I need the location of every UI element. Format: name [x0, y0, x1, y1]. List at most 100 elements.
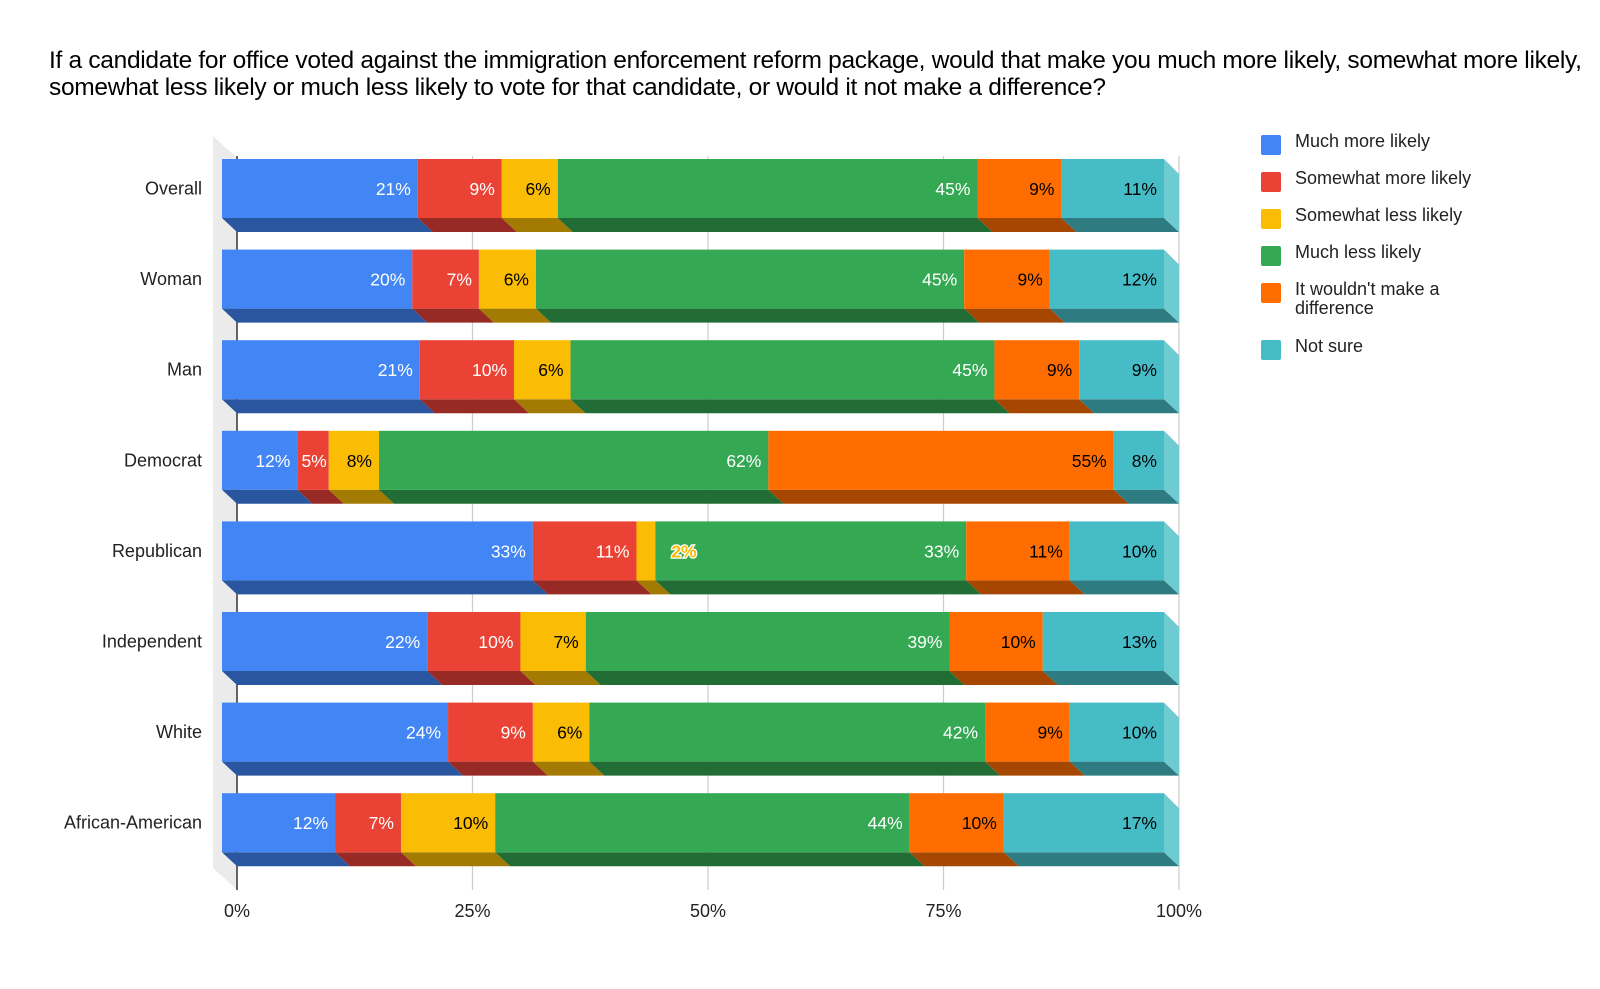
bar-segment[interactable] — [589, 702, 986, 762]
bar-segment-depth — [417, 218, 517, 232]
category-label: Woman — [140, 269, 202, 289]
bar-segment[interactable] — [427, 612, 521, 671]
bar-segment[interactable] — [297, 430, 329, 490]
bar-segment[interactable] — [400, 793, 496, 853]
legend-item[interactable]: Somewhat less likely — [1261, 206, 1515, 243]
bar-segment[interactable] — [419, 340, 515, 400]
data-label: 8% — [347, 451, 372, 471]
bar-segment[interactable] — [1049, 249, 1164, 309]
data-label: 11% — [596, 541, 630, 561]
bar-segment[interactable] — [514, 340, 571, 400]
bar-segment[interactable] — [1069, 702, 1164, 762]
bar-segment[interactable] — [222, 612, 428, 671]
data-label: 10% — [962, 813, 997, 833]
data-label: 33% — [924, 541, 959, 561]
x-tick-label: 100% — [1156, 901, 1202, 921]
bar-segment[interactable] — [536, 249, 965, 309]
legend-item[interactable]: Much less likely — [1261, 243, 1515, 280]
bar-segment-depth — [222, 852, 351, 867]
bar-segment[interactable] — [585, 612, 950, 671]
bar-segment[interactable] — [949, 612, 1043, 671]
bar-segment[interactable] — [478, 249, 536, 309]
bar-segment[interactable] — [1061, 159, 1164, 218]
bar-segment-depth — [1079, 399, 1179, 414]
bar-row: 33% 11% 2% 33% 11% 10% — [222, 521, 1179, 595]
bar-segment[interactable] — [495, 793, 910, 853]
bar-segment-depth — [964, 308, 1065, 323]
bar-segment-depth — [335, 852, 416, 867]
bar-segment-depth — [1069, 580, 1179, 595]
bar-end-cap — [1164, 521, 1179, 595]
legend-item[interactable]: It wouldn't make a difference — [1261, 280, 1515, 337]
data-label: 39% — [907, 632, 942, 652]
bar-segment[interactable] — [222, 793, 336, 853]
bar-segment[interactable] — [1042, 612, 1164, 671]
bar-segment[interactable] — [1079, 340, 1164, 400]
bar-segment-depth — [1069, 761, 1179, 776]
category-label: African-American — [64, 813, 202, 833]
bar-segment[interactable] — [1113, 430, 1164, 490]
data-label: 13% — [1122, 632, 1157, 652]
bar-segment[interactable] — [412, 249, 479, 309]
bar-segment-depth — [1042, 671, 1179, 685]
bar-segment-depth — [297, 489, 344, 504]
data-label: 11% — [1123, 179, 1157, 199]
bar-segment[interactable] — [335, 793, 401, 853]
bar-segment[interactable] — [532, 702, 590, 762]
category-labels: Overall Woman Man Democrat Republican Indepen… — [64, 179, 202, 833]
bar-segment[interactable] — [222, 521, 533, 581]
data-label: 44% — [868, 813, 903, 833]
bar-segment-depth — [585, 671, 965, 685]
bar-segment[interactable] — [417, 159, 502, 218]
legend-item[interactable]: Much more likely — [1261, 132, 1515, 169]
bar-segment[interactable] — [501, 159, 558, 218]
data-label: 10% — [478, 632, 513, 652]
bar-segment[interactable] — [222, 430, 298, 490]
bar-segment[interactable] — [222, 340, 420, 400]
data-label: 9% — [470, 179, 495, 199]
bar-segment[interactable] — [222, 159, 418, 218]
bar-segment[interactable] — [222, 249, 413, 309]
bar-segment-depth — [514, 399, 586, 414]
bar-end-cap — [1164, 612, 1179, 685]
data-label: 45% — [952, 360, 987, 380]
bar-segment-depth — [532, 580, 652, 595]
bar-segment[interactable] — [1069, 521, 1164, 581]
bar-segment[interactable] — [448, 702, 533, 762]
bar-segment[interactable] — [557, 159, 978, 218]
bar-segment[interactable] — [977, 159, 1062, 218]
bar-segment-depth — [1003, 852, 1179, 867]
data-label: 12% — [255, 451, 290, 471]
bar-segment[interactable] — [379, 430, 769, 490]
bar-segment[interactable] — [985, 702, 1070, 762]
bar-end-cap — [1164, 340, 1179, 414]
bar-segment[interactable] — [636, 521, 656, 581]
bar-segment[interactable] — [909, 793, 1004, 853]
bar-segment[interactable] — [964, 249, 1050, 309]
data-label: 10% — [472, 360, 507, 380]
bar-segment[interactable] — [328, 430, 379, 490]
legend: Much more likely Somewhat more likely Some… — [1261, 132, 1515, 374]
bar-segment-depth — [966, 580, 1085, 595]
bar-segment[interactable] — [520, 612, 586, 671]
bar-segment[interactable] — [570, 340, 995, 400]
bar-segment-depth — [222, 399, 435, 414]
data-label: 55% — [1072, 451, 1107, 471]
bar-segment[interactable] — [1003, 793, 1164, 853]
bar-segment[interactable] — [966, 521, 1070, 581]
legend-item[interactable]: Not sure — [1261, 337, 1515, 374]
legend-item[interactable]: Somewhat more likely — [1261, 169, 1515, 206]
bar-segment[interactable] — [655, 521, 967, 581]
data-label: 7% — [553, 632, 578, 652]
bar-segment[interactable] — [532, 521, 637, 581]
bar-segment[interactable] — [222, 702, 449, 762]
bar-end-cap — [1164, 159, 1179, 232]
bar-row: 21% 9% 6% 45% 9% 11% — [222, 159, 1179, 232]
legend-swatch — [1261, 135, 1281, 155]
data-label: 5% — [301, 451, 326, 471]
x-tick-label: 25% — [454, 901, 490, 921]
bar-segment-depth — [557, 218, 993, 232]
bar-segment[interactable] — [994, 340, 1080, 400]
bar-segment[interactable] — [768, 430, 1114, 490]
